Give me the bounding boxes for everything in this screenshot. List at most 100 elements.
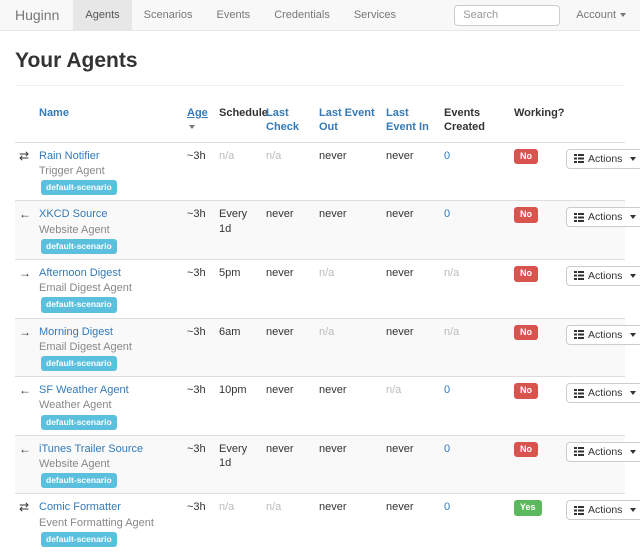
scenario-badge[interactable]: default-scenario	[41, 473, 117, 489]
brand-link[interactable]: Huginn	[15, 7, 60, 23]
events-created-value-link[interactable]: 0	[444, 442, 451, 455]
last-event-in-value: never	[386, 149, 414, 162]
age-value: ~3h	[187, 208, 206, 221]
schedule-value: 10pm	[219, 384, 247, 397]
last-event-in-value: never	[386, 501, 414, 514]
scenario-badge[interactable]: default-scenario	[41, 356, 117, 372]
events-created-value: n/a	[444, 266, 460, 279]
list-icon	[574, 447, 584, 457]
schedule-value: Every 1d	[219, 208, 248, 235]
events-created-value: n/a	[444, 325, 460, 338]
last-event-in-value: never	[386, 442, 414, 455]
last-check-value: never	[266, 325, 294, 338]
agent-name-link[interactable]: SF Weather Agent	[39, 384, 129, 397]
actions-button[interactable]: Actions	[566, 441, 640, 462]
agent-name-link[interactable]: iTunes Trailer Source	[39, 442, 144, 455]
chevron-down-icon	[620, 13, 626, 17]
column-header-actions	[562, 100, 625, 143]
schedule-value: n/a	[219, 149, 235, 162]
actions-button[interactable]: Actions	[566, 383, 640, 404]
table-header-row: Name Age Schedule Last Check Last Event Out L…	[15, 100, 625, 143]
nav-item-services[interactable]: Services	[353, 9, 397, 21]
actions-button[interactable]: Actions	[566, 148, 640, 169]
agent-name-link[interactable]: Morning Digest	[39, 325, 113, 338]
agent-subline: Weather Agent default-scenario	[39, 398, 179, 430]
chevron-down-icon	[630, 449, 637, 454]
account-label: Account	[576, 9, 616, 21]
actions-label: Actions	[588, 269, 623, 282]
events-created-value-link[interactable]: 0	[444, 384, 451, 397]
events-created-value[interactable]: 0	[444, 384, 450, 396]
last-check-value: never	[266, 208, 294, 221]
agent-name-link[interactable]: Comic Formatter	[39, 501, 121, 514]
actions-button[interactable]: Actions	[566, 207, 640, 228]
actions-label: Actions	[588, 387, 623, 400]
age-value: ~3h	[187, 266, 206, 279]
agent-type-label: Website Agent	[39, 458, 110, 471]
column-header-last-check[interactable]: Last Check	[262, 100, 315, 143]
chevron-down-icon	[630, 332, 637, 337]
last-check-value: n/a	[266, 501, 282, 514]
last-check-value: never	[266, 266, 294, 279]
scenario-badge[interactable]: default-scenario	[41, 532, 117, 548]
column-header-icon	[15, 100, 35, 143]
actions-button[interactable]: Actions	[566, 324, 640, 345]
agent-type-label: Website Agent	[39, 223, 110, 236]
working-badge: Yes	[514, 500, 542, 517]
actions-label: Actions	[588, 211, 623, 224]
chevron-down-icon	[630, 156, 637, 161]
column-header-age[interactable]: Age	[183, 100, 215, 143]
column-header-last-event-out[interactable]: Last Event Out	[315, 100, 382, 143]
column-header-label: Last Check	[266, 107, 300, 134]
arrow-right-icon: →	[19, 324, 31, 339]
arrow-right-icon: →	[19, 265, 31, 280]
scenario-badge[interactable]: default-scenario	[41, 297, 117, 313]
column-header-label: Working?	[514, 107, 565, 119]
table-row: ← iTunes Trailer Source Website Agent de…	[15, 434, 640, 494]
actions-label: Actions	[588, 152, 623, 165]
actions-button[interactable]: Actions	[566, 265, 640, 286]
column-header-events-created: Events Created	[440, 100, 510, 143]
sort-caret-icon	[189, 125, 195, 130]
events-created-value[interactable]: 0	[444, 150, 450, 162]
working-badge: No	[514, 324, 538, 341]
events-created-value[interactable]: 0	[444, 443, 450, 455]
chevron-down-icon	[630, 273, 637, 278]
scenario-badge[interactable]: default-scenario	[41, 180, 117, 196]
events-created-value[interactable]: 0	[444, 501, 450, 513]
actions-button[interactable]: Actions	[566, 500, 640, 521]
schedule-value: Every 1d	[219, 442, 248, 470]
agent-type-label: Event Formatting Agent	[39, 516, 154, 529]
scenario-badge[interactable]: default-scenario	[41, 238, 117, 254]
events-created-value-link[interactable]: 0	[444, 501, 451, 514]
nav-item-scenarios[interactable]: Scenarios	[143, 9, 193, 21]
actions-label: Actions	[588, 445, 623, 458]
last-event-out-value: never	[319, 208, 347, 221]
agent-name-link[interactable]: Afternoon Digest	[39, 266, 121, 279]
account-dropdown[interactable]: Account	[576, 9, 626, 21]
search-input[interactable]	[454, 4, 561, 26]
column-header-label: Name	[39, 107, 69, 119]
working-badge: No	[514, 207, 538, 223]
agent-name-link[interactable]: Rain Notifier	[39, 149, 100, 162]
events-created-value-link[interactable]: 0	[444, 149, 451, 162]
column-header-label: Last Event In	[386, 107, 429, 134]
last-event-out-value: n/a	[319, 266, 335, 279]
nav-item-credentials[interactable]: Credentials	[274, 9, 330, 21]
column-header-last-event-in[interactable]: Last Event In	[382, 100, 440, 143]
events-created-value-link[interactable]: 0	[444, 208, 451, 221]
table-row: ⇄ Comic Formatter Event Formatting Agent…	[15, 493, 640, 552]
nav-item-agents[interactable]: Agents	[73, 0, 132, 30]
last-event-out-value: never	[319, 384, 347, 397]
column-header-label: Age	[187, 107, 208, 119]
agent-subline: Trigger Agent default-scenario	[39, 164, 179, 196]
arrow-left-icon: ←	[19, 207, 31, 222]
last-event-in-value: n/a	[386, 384, 402, 397]
events-created-value[interactable]: 0	[444, 208, 450, 220]
scenario-badge[interactable]: default-scenario	[41, 414, 117, 430]
agent-name-link[interactable]: XKCD Source	[39, 208, 108, 221]
column-header-name[interactable]: Name	[35, 100, 183, 143]
column-header-working-: Working?	[510, 100, 565, 143]
agent-subline: Email Digest Agent default-scenario	[39, 340, 179, 372]
nav-item-events[interactable]: Events	[216, 9, 251, 21]
